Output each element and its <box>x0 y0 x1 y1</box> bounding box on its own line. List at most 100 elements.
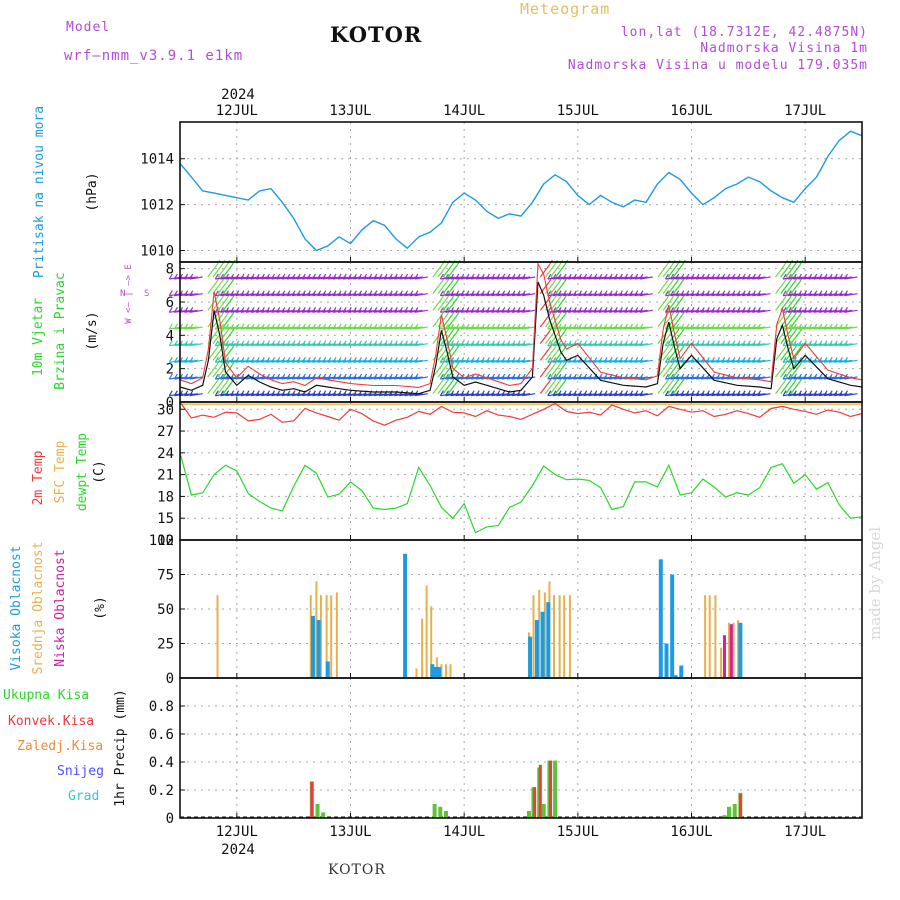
wind-barb-feather <box>572 357 577 363</box>
wind-barb-feather <box>291 273 296 280</box>
wind-barb <box>550 331 561 345</box>
wind-barb-feather <box>670 273 675 280</box>
wind-barb-feather <box>548 343 553 349</box>
wind-barb <box>517 309 531 313</box>
mid-cloud-bar <box>714 595 717 678</box>
wind-barb <box>442 381 453 395</box>
wind-barb-feather <box>342 307 347 313</box>
panel-frame <box>179 121 863 263</box>
wind-barb <box>657 364 668 378</box>
wind-barb-feather <box>501 390 506 396</box>
high-cloud-bar <box>316 620 321 678</box>
wind-barb-feather <box>787 307 792 313</box>
wind-barb-feather <box>608 390 613 396</box>
wind-barb <box>757 309 771 313</box>
wind-barb-feather <box>828 373 833 380</box>
total-precip-bar <box>526 811 531 818</box>
wind-barb-feather <box>216 359 221 366</box>
wind-barb-feather <box>843 390 848 396</box>
dewpoint-axis-label: dewpt Temp <box>75 433 90 511</box>
wind-barb-feather <box>485 307 490 313</box>
wind-barb-feather <box>214 340 219 346</box>
wind-barb-feather <box>562 290 567 296</box>
wind-barb-feather <box>501 290 506 296</box>
mid-cloud-bar <box>319 595 322 678</box>
wind-barb-feather <box>552 273 557 280</box>
wind-barb-feather <box>322 323 327 330</box>
wind-barb <box>447 297 458 311</box>
wind-barb-feather <box>255 273 260 280</box>
wind-barb-feather <box>496 273 501 280</box>
wind-barb-feather <box>797 390 802 396</box>
y-tick-label: 0.4 <box>149 755 174 771</box>
mid-cloud-bar <box>728 622 731 678</box>
wind-barb <box>550 364 561 378</box>
wind-barb-feather <box>306 373 311 380</box>
wind-barb <box>217 364 228 378</box>
temp2m-axis-label: 2m Temp <box>31 450 46 505</box>
wind-barb-feather <box>491 390 496 396</box>
coords-label: lon,lat (18.7312E, 42.4875N) <box>620 25 868 40</box>
panel-frame <box>179 261 863 403</box>
wind-barb-feather <box>782 307 787 313</box>
wind-barb-feather <box>833 390 838 396</box>
mid-cloud-bar <box>216 595 219 678</box>
wind-barb-feather <box>803 307 808 313</box>
wind-barb-feather <box>276 390 281 396</box>
wind-barb-feather <box>562 307 567 313</box>
wind-barb <box>414 326 428 330</box>
wind-barb-feather <box>306 390 311 396</box>
wind-barb-feather <box>501 323 506 330</box>
wind-barb-feather <box>342 323 347 330</box>
wind-barb-feather <box>792 273 797 280</box>
wind-barb-feather <box>398 323 403 330</box>
wind-barb-feather <box>823 390 828 396</box>
wind-barb-feather <box>675 390 680 396</box>
wind-barb-feather <box>736 290 741 296</box>
wind-barb-feather <box>491 290 496 296</box>
wind-barb <box>752 343 766 347</box>
bottom-city-label: KOTOR <box>328 862 386 878</box>
wind-barb-feather <box>368 273 373 280</box>
wind-barb-feather <box>680 290 685 296</box>
wind-barb <box>189 393 203 397</box>
wind-barb <box>222 297 233 311</box>
wind-barb-feather <box>271 323 276 330</box>
wind-barb-feather <box>583 273 588 280</box>
y-tick-label: 21 <box>157 468 174 484</box>
wind-barb-feather <box>803 323 808 330</box>
wind-barb-feather <box>475 390 480 396</box>
wind-barb-feather <box>465 273 470 280</box>
grid-layer <box>180 122 862 818</box>
wind-barb-feather <box>843 340 848 346</box>
wind-barb-feather <box>347 390 352 396</box>
wind-barb-feather <box>368 373 373 380</box>
elevation-label: Nadmorska Visina 1m <box>700 41 868 56</box>
wind-barb-feather <box>506 290 511 296</box>
wind-barb-feather <box>603 357 608 363</box>
wind-barb-feather <box>281 273 286 280</box>
wind-barb <box>437 281 448 295</box>
wind-barb-feather <box>337 323 342 330</box>
wind-barb <box>639 393 653 397</box>
wind-barb <box>184 393 198 397</box>
wind-barb-feather <box>567 307 572 313</box>
wind-barb-feather <box>675 290 680 296</box>
wind-barb <box>790 264 801 278</box>
wind-barb-feather <box>337 307 342 313</box>
wind-barb <box>447 264 458 278</box>
wind-barb-feather <box>548 359 553 366</box>
wind-barb-feather <box>593 390 598 396</box>
wind-barb-feather <box>398 290 403 296</box>
wind-barb-feather <box>276 373 281 380</box>
wind-barb-feather <box>393 307 398 313</box>
wind-barb-feather <box>803 390 808 396</box>
wind-barb <box>657 264 668 278</box>
wind-barb-feather <box>480 323 485 330</box>
wind-barb-feather <box>695 340 700 346</box>
wind-barb <box>639 359 653 363</box>
mid-cloud-bar <box>532 595 535 678</box>
wind-barb-feather <box>782 390 787 396</box>
wind-barb-feather <box>271 357 276 363</box>
wind-barb-feather <box>368 357 373 363</box>
